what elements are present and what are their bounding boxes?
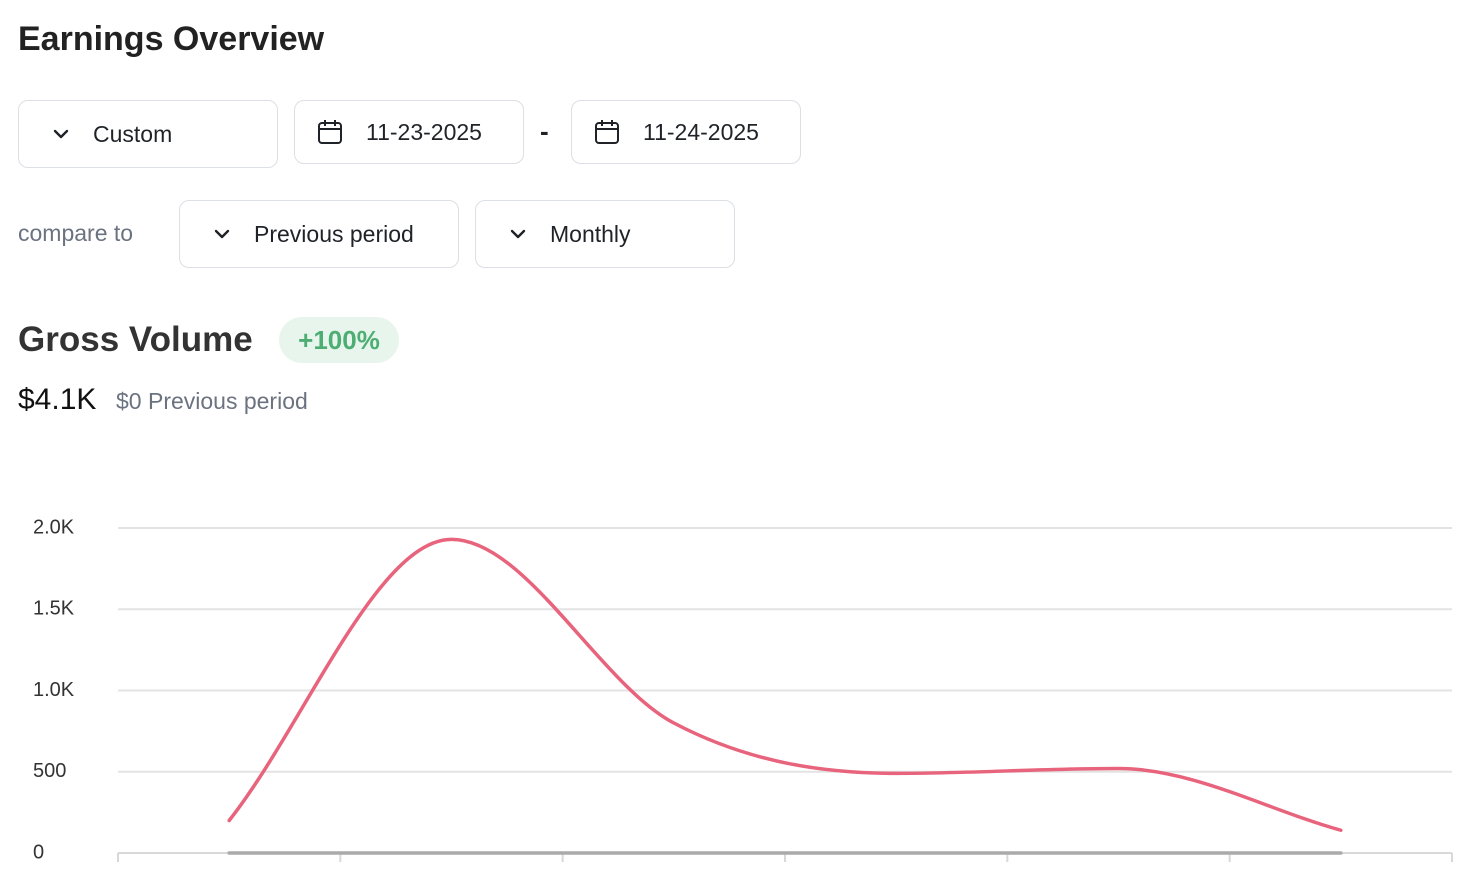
series-line xyxy=(227,537,1343,832)
interval-value: Monthly xyxy=(550,220,631,247)
interval-select[interactable]: Monthly xyxy=(475,200,735,268)
chevron-icon xyxy=(53,129,69,139)
metric-title: Gross Volume xyxy=(18,320,253,359)
metric-amount: $4.1K xyxy=(18,383,97,416)
range-value: Custom xyxy=(93,120,173,147)
y-tick-label: 500 xyxy=(33,760,66,782)
compare-select[interactable]: Previous period xyxy=(179,200,459,268)
y-tick-label: 0 xyxy=(33,841,44,863)
y-tick-label: 1.0K xyxy=(33,679,75,701)
compare-value: Previous period xyxy=(254,220,414,247)
calendar-icon xyxy=(595,120,619,144)
page-title: Earnings Overview xyxy=(18,20,325,58)
compare-label: compare to xyxy=(18,220,134,246)
start-date: 11-23-2025 xyxy=(366,118,482,145)
start-date-input[interactable]: 11-23-2025 xyxy=(294,100,524,164)
change-badge: +100% xyxy=(279,317,399,363)
end-date: 11-24-2025 xyxy=(643,118,759,145)
end-date-input[interactable]: 11-24-2025 xyxy=(571,100,801,164)
previous-amount: $0 Previous period xyxy=(116,388,308,414)
date-separator: - xyxy=(540,116,549,146)
y-tick-label: 1.5K xyxy=(33,598,75,620)
chevron-icon xyxy=(214,229,230,239)
chevron-icon xyxy=(510,229,526,239)
y-tick-label: 2.0K xyxy=(33,516,75,538)
calendar-icon xyxy=(318,120,342,144)
range-select[interactable]: Custom xyxy=(18,100,278,168)
